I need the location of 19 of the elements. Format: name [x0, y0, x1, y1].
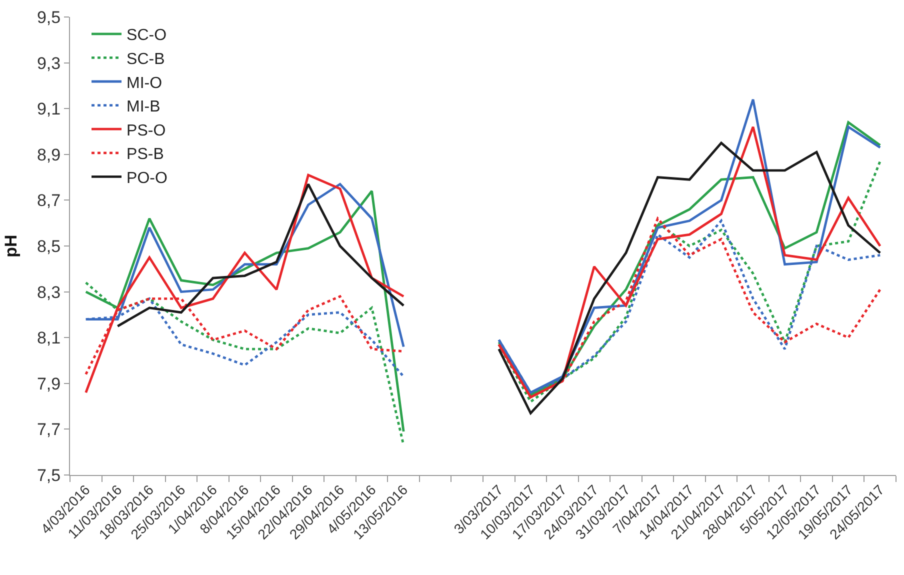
y-axis-title: pH	[2, 234, 21, 258]
y-tick-label: 7,5	[36, 466, 61, 485]
y-tick-label: 9,5	[36, 8, 61, 27]
y-tick-label: 9,1	[36, 100, 61, 119]
y-tick-label: 9,3	[36, 54, 61, 73]
y-tick-label: 7,9	[36, 374, 61, 394]
y-tick-label: 8,5	[36, 236, 61, 256]
y-tick-label: 8,3	[36, 282, 61, 302]
y-tick-label: 7,7	[36, 420, 61, 440]
legend-label: PS-O	[126, 122, 166, 140]
legend-label: SC-O	[126, 27, 167, 44]
y-tick-label: 8,7	[36, 191, 61, 210]
legend-label: MI-O	[126, 74, 162, 92]
legend-label: PS-B	[126, 146, 164, 164]
y-tick-label: 8,9	[36, 145, 61, 164]
legend-label: SC-B	[126, 50, 165, 68]
legend-label: MI-B	[126, 98, 160, 116]
y-tick-label: 8,1	[36, 328, 61, 348]
legend-label: PO-O	[126, 170, 168, 187]
